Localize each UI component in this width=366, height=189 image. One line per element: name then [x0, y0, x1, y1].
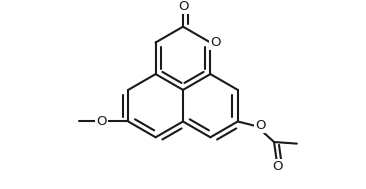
Text: O: O	[96, 115, 107, 128]
Text: O: O	[272, 160, 283, 173]
Text: O: O	[255, 119, 266, 132]
Text: O: O	[178, 0, 188, 13]
Text: O: O	[210, 36, 220, 49]
